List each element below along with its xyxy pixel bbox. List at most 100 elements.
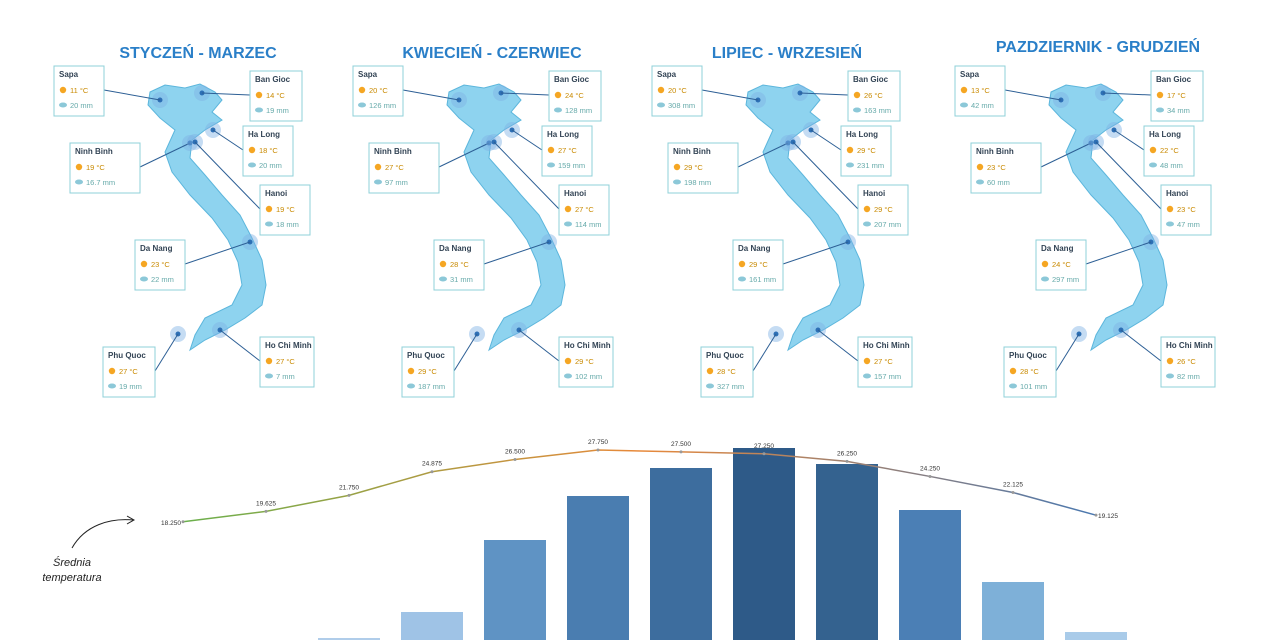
point-label: 24.250 <box>920 465 940 472</box>
connector <box>483 241 550 265</box>
city-rain: 159 mm <box>558 161 585 170</box>
city-temp: 26 °C <box>864 91 883 100</box>
bar <box>1065 632 1127 640</box>
city-name: Ninh Binh <box>374 147 412 156</box>
point-label: 26.500 <box>505 448 525 455</box>
connector <box>817 329 859 362</box>
city-name: Ninh Binh <box>976 147 1014 156</box>
point-label: 21.750 <box>339 484 359 491</box>
city-temp: 27 °C <box>276 357 295 366</box>
city-temp: 18 °C <box>259 146 278 155</box>
city-name: Phu Quoc <box>1009 351 1047 360</box>
bar <box>484 540 546 640</box>
connector <box>1113 129 1145 151</box>
city-temp: 17 °C <box>1167 91 1186 100</box>
sun-icon <box>1149 146 1157 154</box>
city-box <box>242 125 294 177</box>
bar <box>567 496 629 640</box>
cloud-icon <box>853 107 861 113</box>
connector <box>792 141 859 210</box>
connector <box>219 329 261 362</box>
season-title: STYCZEŃ - MARZEC <box>119 43 277 62</box>
city-name: Ninh Binh <box>673 147 711 156</box>
city-rain: 128 mm <box>565 106 592 115</box>
cloud-icon <box>960 102 968 108</box>
city-rain: 297 mm <box>1052 275 1079 284</box>
city-rain: 16.7 mm <box>86 178 115 187</box>
season-panel: PAZDZIERNIK - GRUDZIEŃ Sapa 13 °C 42 mm Ban … <box>954 37 1216 398</box>
cloud-icon <box>1041 276 1049 282</box>
connector <box>201 92 251 96</box>
city-name: Hanoi <box>1166 189 1188 198</box>
cloud-icon <box>547 162 555 168</box>
line-point <box>264 509 268 513</box>
city-temp: 28 °C <box>450 260 469 269</box>
city-name: Sapa <box>59 70 79 79</box>
cloud-icon <box>564 221 572 227</box>
cloud-icon <box>564 373 572 379</box>
city-rain: 198 mm <box>684 178 711 187</box>
city-temp: 24 °C <box>1052 260 1071 269</box>
season-title: LIPIEC - WRZESIEŃ <box>712 43 862 62</box>
city-temp: 19 °C <box>86 163 105 172</box>
connector <box>103 89 161 101</box>
connector <box>154 333 179 372</box>
cloud-icon <box>59 102 67 108</box>
city-rain: 308 mm <box>668 101 695 110</box>
sun-icon <box>547 146 555 154</box>
annotation-arrow <box>71 519 134 549</box>
season-title: KWIECIEŃ - CZERWIEC <box>402 43 582 62</box>
sun-icon <box>863 205 871 213</box>
connector <box>1004 89 1062 101</box>
point-label: 22.125 <box>1003 482 1023 489</box>
cloud-icon <box>248 162 256 168</box>
cloud-icon <box>1156 107 1164 113</box>
city-rain: 19 mm <box>119 382 142 391</box>
cloud-icon <box>976 179 984 185</box>
city-name: Sapa <box>960 70 980 79</box>
season-panel: STYCZEŃ - MARZEC Sapa 11 °C 20 mm Ban Gioc 14… <box>53 43 315 398</box>
city-name: Da Nang <box>439 244 472 253</box>
city-temp: 13 °C <box>971 86 990 95</box>
sun-icon <box>863 357 871 365</box>
line-point <box>596 448 600 452</box>
point-label: 26.250 <box>837 450 857 457</box>
line-point <box>513 457 517 461</box>
connector <box>1040 142 1092 168</box>
city-rain: 163 mm <box>864 106 891 115</box>
line-point <box>1011 491 1015 494</box>
connector <box>782 241 849 265</box>
point-label: 27.500 <box>671 441 691 448</box>
bar <box>816 464 878 640</box>
sun-icon <box>846 146 854 154</box>
connector <box>1120 329 1162 362</box>
sun-icon <box>853 91 861 99</box>
line-point <box>181 520 185 524</box>
city-rain: 327 mm <box>717 382 744 391</box>
city-rain: 48 mm <box>1160 161 1183 170</box>
season-panel: LIPIEC - WRZESIEŃ Sapa 20 °C 308 mm Ban Gioc… <box>651 43 913 398</box>
city-rain: 207 mm <box>874 220 901 229</box>
point-label: 18.250 <box>161 520 181 527</box>
cloud-icon <box>738 276 746 282</box>
temperature-line <box>182 449 1097 523</box>
bar <box>318 638 380 640</box>
season-panel: KWIECIEŃ - CZERWIEC Sapa 20 °C 126 mm Ban Gi… <box>352 43 614 398</box>
connector <box>1055 333 1080 372</box>
sun-icon <box>673 163 681 171</box>
city-box <box>541 125 593 177</box>
cloud-icon <box>1149 162 1157 168</box>
line-point <box>845 459 849 463</box>
sun-icon <box>265 357 273 365</box>
annotation-arrowhead <box>126 515 136 525</box>
bar <box>899 510 961 640</box>
sun-icon <box>108 367 116 375</box>
city-rain: 42 mm <box>971 101 994 110</box>
season-title: PAZDZIERNIK - GRUDZIEŃ <box>996 37 1200 56</box>
connector <box>518 329 560 362</box>
connector <box>139 142 191 168</box>
sun-icon <box>1156 91 1164 99</box>
city-temp: 29 °C <box>418 367 437 376</box>
city-rain: 97 mm <box>385 178 408 187</box>
